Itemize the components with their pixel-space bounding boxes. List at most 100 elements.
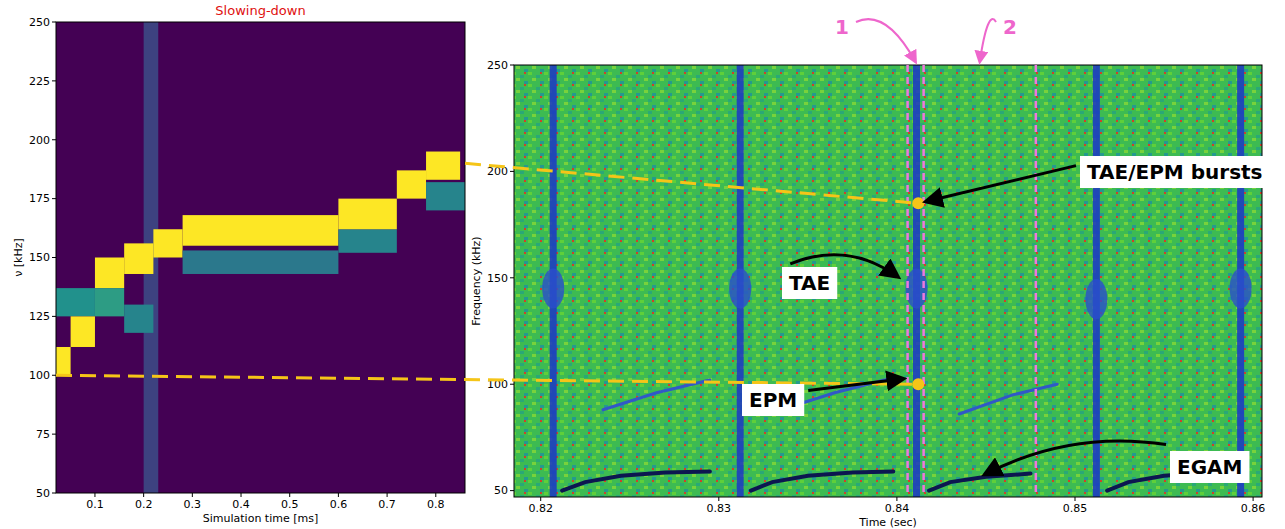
y-tick xyxy=(52,257,56,258)
x-tick xyxy=(143,493,144,497)
heatmap-cell xyxy=(397,170,426,198)
heatmap-cell xyxy=(124,305,153,333)
annotation: EPM xyxy=(742,384,804,416)
heatmap-cell xyxy=(124,243,153,274)
y-tick-label: 150 xyxy=(29,251,50,264)
chart-title: Slowing-down xyxy=(215,3,305,18)
plot-background xyxy=(514,65,1262,497)
x-tick-label: 0.8 xyxy=(427,498,445,511)
plot-frame xyxy=(514,65,1262,497)
heatmap-cell xyxy=(56,347,71,375)
tae-blob xyxy=(542,268,564,308)
heatmap-cell xyxy=(95,288,124,316)
x-tick-label: 0.83 xyxy=(707,502,732,515)
y-tick-label: 225 xyxy=(29,75,50,88)
link-dot xyxy=(912,378,924,390)
y-tick-label: 250 xyxy=(29,16,50,29)
y-tick-label: 50 xyxy=(494,484,508,497)
y-tick xyxy=(510,384,514,385)
features xyxy=(542,65,1251,497)
tae-blob xyxy=(1230,268,1252,308)
link-line xyxy=(56,375,918,384)
x-tick-label: 0.85 xyxy=(1063,502,1088,515)
heatmap-cell xyxy=(183,215,339,246)
y-tick-label: 250 xyxy=(487,59,508,72)
heatmap-cell xyxy=(338,229,396,253)
annotation-box xyxy=(1080,156,1270,188)
interval-arrow xyxy=(980,19,996,62)
y-axis-title: Frequency (kHz) xyxy=(470,236,483,325)
heatmap-cell xyxy=(338,199,396,230)
y-tick-label: 125 xyxy=(29,310,50,323)
figure: 0.10.20.30.40.50.60.70.85075100125150175… xyxy=(0,0,1285,529)
heatmap-cell xyxy=(183,250,339,274)
x-tick-label: 0.6 xyxy=(330,498,348,511)
x-tick-label: 0.5 xyxy=(281,498,299,511)
x-tick xyxy=(192,493,193,497)
heatmap-cell xyxy=(56,288,95,316)
link-line xyxy=(465,163,918,203)
y-tick-label: 50 xyxy=(36,487,50,500)
heatmap-cell xyxy=(426,152,460,180)
annotation-arrow xyxy=(985,441,1166,474)
y-tick xyxy=(52,80,56,81)
y-tick xyxy=(510,277,514,278)
x-tick xyxy=(718,497,719,501)
annotation-text: TAE/EPM bursts xyxy=(1087,160,1263,184)
x-tick-label: 0.7 xyxy=(378,498,396,511)
x-tick xyxy=(1253,497,1254,501)
annotation: TAE/EPM bursts xyxy=(1080,156,1270,188)
annotations: TAE/EPM bursts TAE EPM EGAM xyxy=(742,156,1270,483)
x-tick xyxy=(1075,497,1076,501)
egam-line xyxy=(562,472,1235,491)
heatmap-cell xyxy=(153,229,182,257)
y-tick-label: 100 xyxy=(29,369,50,382)
interval-label: 2 xyxy=(1003,15,1017,39)
x-tick xyxy=(338,493,339,497)
tae-blob xyxy=(1085,279,1107,319)
x-tick-label: 0.2 xyxy=(135,498,153,511)
x-tick-label: 0.1 xyxy=(86,498,104,511)
y-tick xyxy=(510,171,514,172)
interval-edge xyxy=(1035,65,1038,497)
annotation: EGAM xyxy=(1170,451,1249,483)
interval-edge xyxy=(906,65,909,497)
x-tick xyxy=(896,497,897,501)
heatmap-cell xyxy=(95,258,124,289)
y-tick xyxy=(52,139,56,140)
plot-frame xyxy=(56,22,465,493)
y-tick-label: 200 xyxy=(29,134,50,147)
x-tick-label: 0.82 xyxy=(528,502,553,515)
x-tick-label: 0.4 xyxy=(232,498,250,511)
y-tick xyxy=(52,316,56,317)
annotation-box xyxy=(1170,451,1249,483)
x-tick xyxy=(435,493,436,497)
heatmap-cell xyxy=(426,182,465,210)
annotation-box xyxy=(742,384,804,416)
x-tick xyxy=(387,493,388,497)
y-tick xyxy=(52,22,56,23)
x-tick-label: 0.84 xyxy=(885,502,910,515)
annotation-box xyxy=(782,267,837,299)
y-tick-label: 75 xyxy=(36,428,50,441)
x-tick-label: 0.3 xyxy=(184,498,202,511)
y-tick xyxy=(52,493,56,494)
x-tick xyxy=(289,493,290,497)
tae-blob xyxy=(729,268,751,308)
x-tick xyxy=(540,497,541,501)
y-tick xyxy=(510,65,514,66)
annotation-text: EPM xyxy=(749,388,797,412)
annotation-text: EGAM xyxy=(1177,455,1242,479)
annotation: TAE xyxy=(782,267,837,299)
y-tick xyxy=(52,375,56,376)
link-dot xyxy=(912,197,924,209)
annotation-arrow xyxy=(790,255,898,277)
spectrogram-panel: 0.820.830.840.850.8650100150200250Time (… xyxy=(470,15,1266,529)
y-tick xyxy=(52,198,56,199)
annotation-arrow xyxy=(926,166,1076,202)
interval-label: 1 xyxy=(835,15,849,39)
x-axis-title: Simulation time [ms] xyxy=(203,512,318,525)
y-tick xyxy=(52,434,56,435)
x-tick xyxy=(241,493,242,497)
heatmap-cell xyxy=(71,316,95,347)
